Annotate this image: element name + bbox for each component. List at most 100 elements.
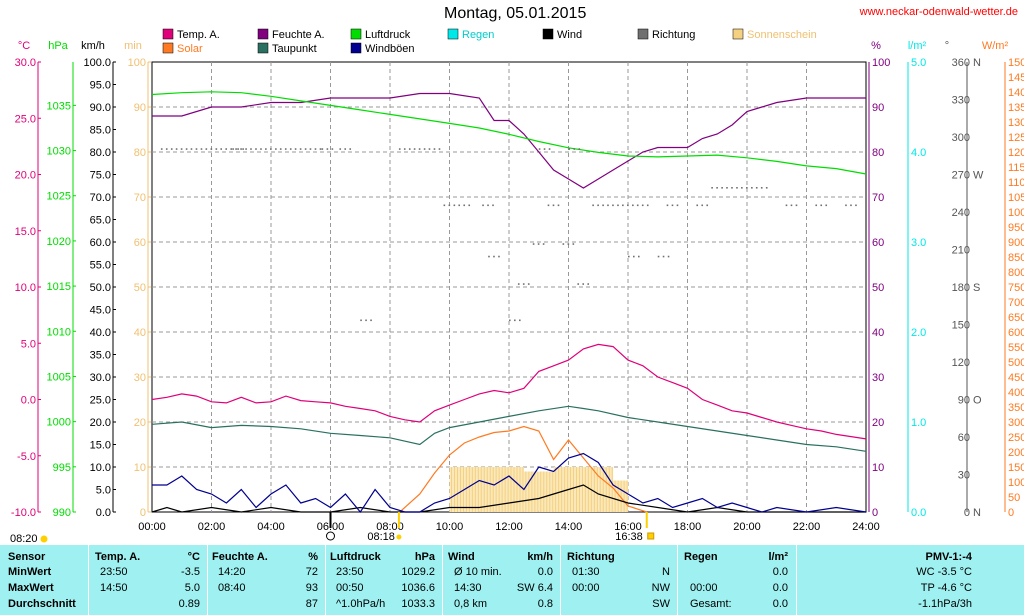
stats-table: Sensor Temp. A. °C Feuchte A. % Luftdruc… [0, 545, 1024, 615]
legend-label: Taupunkt [272, 43, 317, 55]
axis-tick-label: 45.0 [90, 305, 111, 317]
direction-dot [538, 148, 541, 150]
direction-dot [242, 148, 244, 150]
axis-tick-label: 5.0 [21, 338, 36, 350]
direction-dot [398, 148, 401, 150]
stats-header-wind: Wind [448, 551, 475, 563]
temp-max-time: 08:18 [367, 531, 395, 543]
axis-unit-pressure: hPa [48, 40, 68, 52]
direction-dot [543, 148, 546, 150]
series-temp-a- [151, 343, 867, 440]
direction-dot [279, 148, 282, 150]
axis-tick-label: 3.0 [911, 237, 926, 249]
time-tick-label: 08:00 [376, 521, 404, 533]
stats-header-press-unit: hPa [414, 551, 435, 563]
direction-dot [438, 148, 441, 150]
legend-swatch [162, 42, 174, 54]
direction-dot [492, 204, 494, 207]
axis-tick-label: 20.0 [90, 417, 111, 429]
axis-tick-label: 600 [1008, 327, 1024, 339]
axis-tick-label: 990 [53, 507, 71, 519]
axis-tick-label: 360 [952, 57, 970, 69]
direction-dot [587, 283, 590, 285]
axis-tick-label: 60 [958, 432, 970, 444]
direction-dot [522, 283, 525, 285]
direction-dot [190, 148, 193, 150]
legend-swatch [350, 28, 362, 40]
direction-dot [795, 204, 798, 207]
direction-dot [633, 255, 635, 258]
direction-dot [458, 204, 461, 207]
stats-header-rain-unit: l/m² [768, 551, 788, 563]
direction-dot [567, 243, 570, 245]
direction-dot [265, 148, 267, 150]
direction-dot [205, 148, 208, 150]
axis-tick-label: 150 [1008, 462, 1024, 474]
stats-cell: 1033.3 [401, 598, 435, 610]
axis-unit-minutes: min [124, 40, 142, 52]
axis-unit-percent: % [871, 40, 881, 52]
axis-tick-label: 70.0 [90, 192, 111, 204]
direction-dot [716, 187, 718, 189]
direction-dot [731, 187, 733, 189]
direction-dot [527, 283, 530, 285]
legend-swatch [732, 28, 744, 40]
direction-dot [509, 319, 511, 322]
direction-dot [765, 187, 768, 189]
stats-header-press: Luftdruck [330, 551, 381, 563]
direction-dot [671, 204, 674, 207]
axis-tick-label: 1025 [47, 191, 71, 203]
axis-tick-label: 850 [1008, 252, 1024, 264]
axis-tick-label: 50 [872, 282, 884, 294]
axis-tick-label: 35.0 [90, 350, 111, 362]
direction-dot [160, 148, 163, 150]
direction-dot [498, 255, 500, 258]
direction-dot [468, 204, 471, 207]
legend-swatch [350, 42, 362, 54]
direction-dot [612, 204, 614, 207]
stats-header-hum: Feuchte A. [212, 551, 268, 563]
website-link[interactable]: www.neckar-odenwald-wetter.de [859, 6, 1018, 18]
axis-tick-label: 80.0 [90, 147, 111, 159]
direction-dot [237, 148, 239, 150]
stats-cell: 93 [305, 582, 318, 594]
direction-dot [578, 148, 581, 150]
direction-dot [572, 243, 575, 245]
direction-dot [711, 187, 713, 189]
direction-dot [706, 204, 709, 207]
axis-tick-label: 1250 [1008, 132, 1024, 144]
direction-dot [418, 148, 421, 150]
direction-dot [597, 204, 599, 207]
axis-tick-label: 1010 [47, 326, 71, 338]
legend-label: Regen [462, 29, 494, 41]
direction-dot [170, 148, 173, 150]
direction-dot [552, 204, 555, 207]
stats-cell: 00:50 [336, 582, 364, 594]
stats-cell: SW [652, 598, 670, 610]
axis-tick-label: 30 [134, 372, 146, 384]
direction-dot [299, 148, 302, 150]
axis-tick-label: 70 [134, 192, 146, 204]
axis-tick-label: -5.0 [17, 451, 36, 463]
stats-row-label: Durchschnitt [8, 598, 76, 610]
direction-dot [755, 187, 758, 189]
legend-label: Windböen [365, 43, 415, 55]
axis-unit-speed: km/h [81, 40, 105, 52]
sunrise-time: 08:20 [10, 533, 38, 545]
direction-dot [641, 204, 644, 207]
axis-tick-label: 30.0 [90, 372, 111, 384]
legend-label: Feuchte A. [272, 29, 325, 41]
time-tick-label: 00:00 [138, 521, 166, 533]
axis-tick-label: 300 [952, 132, 970, 144]
stats-cell: 0.89 [178, 598, 200, 610]
direction-dot [573, 148, 576, 150]
direction-dot [314, 148, 317, 150]
legend-label: Solar [177, 43, 203, 55]
direction-dot [294, 148, 297, 150]
axis-tick-label: 1035 [47, 100, 71, 112]
direction-dot [235, 148, 237, 150]
direction-dot [180, 148, 183, 150]
direction-dot [250, 148, 252, 150]
axis-tick-label: 15.0 [90, 440, 111, 452]
direction-dot [321, 148, 324, 150]
